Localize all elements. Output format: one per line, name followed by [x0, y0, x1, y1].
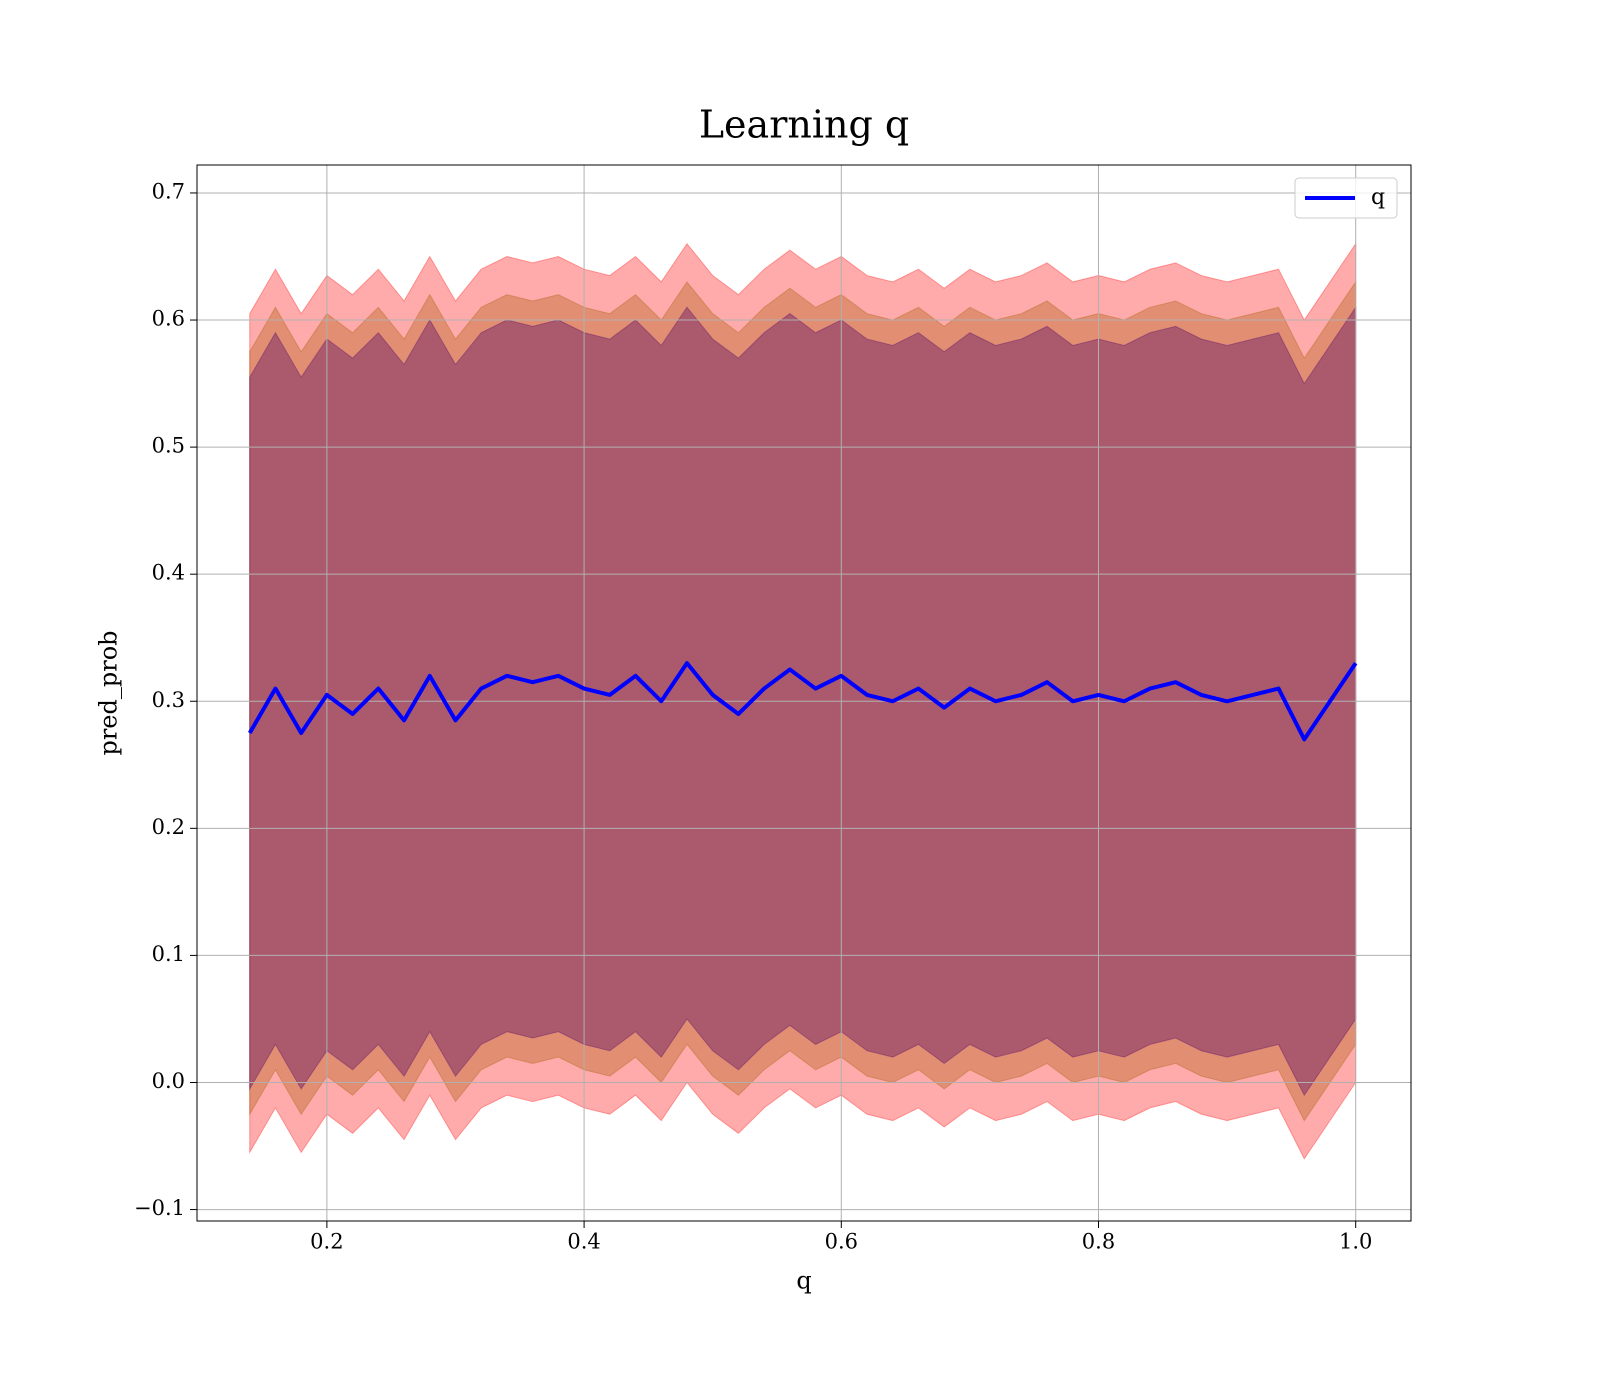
y-axis-label: pred_prob: [95, 630, 123, 755]
x-tick-label: 1.0: [1339, 1230, 1372, 1254]
x-tick-label: 0.2: [310, 1230, 343, 1254]
plot-frame: [196, 164, 1412, 1222]
legend-label: q: [1371, 185, 1385, 210]
y-tick-label: 0.5: [152, 434, 185, 458]
chart-title: Learning q: [699, 103, 909, 147]
y-tick-label: 0.4: [152, 561, 185, 585]
y-tick-label: 0.7: [152, 179, 185, 203]
x-tick-label: 0.4: [567, 1230, 600, 1254]
x-axis-label: q: [796, 1267, 811, 1295]
y-tick-label: −0.1: [134, 1196, 185, 1220]
line: [247, 661, 1358, 742]
y-tick-label: 0.1: [152, 942, 185, 966]
y-tick-label: 0.6: [152, 307, 185, 331]
y-tick-label: 0.3: [152, 688, 185, 712]
x-tick-label: 0.6: [825, 1230, 858, 1254]
y-tick-label: 0.0: [152, 1069, 185, 1093]
x-tick-label: 0.8: [1082, 1230, 1115, 1254]
y-tick-label: 0.2: [152, 815, 185, 839]
